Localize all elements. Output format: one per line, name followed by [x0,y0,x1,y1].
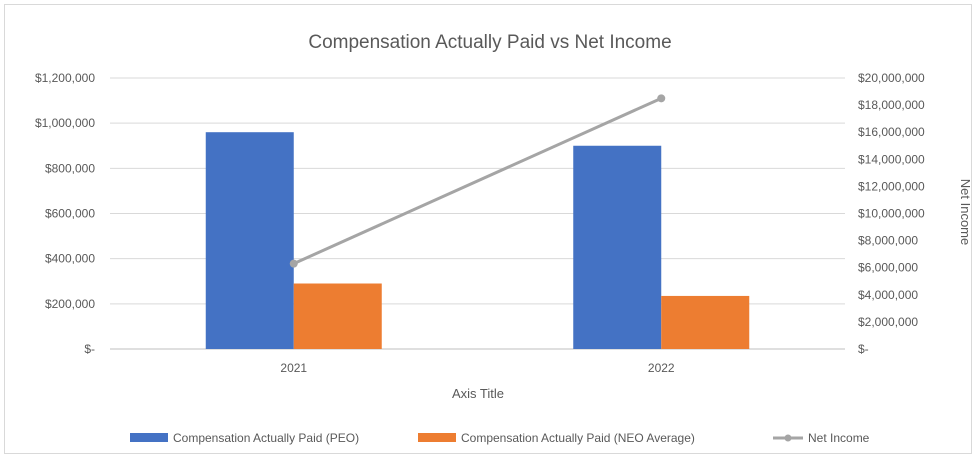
chart-title: Compensation Actually Paid vs Net Income [308,32,671,53]
right-axis-ticks: $- $2,000,000 $4,000,000 $6,000,000 $8,000,0… [858,71,925,356]
left-tick-label: $600,000 [45,207,95,221]
x-axis-title: Axis Title [452,386,504,401]
x-axis-ticks: 2021 2022 [280,361,675,375]
right-tick-label: $4,000,000 [858,288,918,302]
right-axis-title: Net Income [958,179,973,245]
right-tick-label: $16,000,000 [858,125,925,139]
left-tick-label: $400,000 [45,252,95,266]
legend-label: Compensation Actually Paid (PEO) [173,431,359,445]
chart-frame [4,4,972,454]
bar-neo-2022 [661,295,750,349]
legend-label: Compensation Actually Paid (NEO Average) [461,431,695,445]
legend-swatch [418,433,456,442]
legend-marker [784,434,792,442]
right-tick-label: $12,000,000 [858,179,925,193]
legend-label: Net Income [808,431,870,445]
right-tick-label: $8,000,000 [858,234,918,248]
left-tick-label: $200,000 [45,297,95,311]
legend-swatch [130,433,168,442]
right-tick-label: $6,000,000 [858,261,918,275]
right-tick-label: $10,000,000 [858,207,925,221]
x-tick-label: 2021 [280,361,307,375]
right-tick-label: $14,000,000 [858,152,925,166]
bar-neo-2021 [293,283,382,349]
right-tick-label: $2,000,000 [858,315,918,329]
net-income-point-2022 [657,94,666,103]
bar-peo-2021 [205,132,294,349]
x-tick-label: 2022 [648,361,675,375]
right-tick-label: $20,000,000 [858,71,925,85]
left-axis-ticks: $- $200,000 $400,000 $600,000 $800,000 $1,000… [35,71,95,356]
net-income-point-2021 [289,259,298,268]
right-tick-label: $18,000,000 [858,98,925,112]
left-tick-label: $- [84,342,95,356]
net-income-polyline [293,96,662,266]
left-tick-label: $1,200,000 [35,71,95,85]
legend: Compensation Actually Paid (PEO) Compensa… [130,431,870,445]
right-tick-label: $- [858,342,869,356]
bars [205,132,750,349]
bar-peo-2022 [573,145,662,349]
left-tick-label: $1,000,000 [35,116,95,130]
net-income-line [289,94,666,268]
left-tick-label: $800,000 [45,161,95,175]
